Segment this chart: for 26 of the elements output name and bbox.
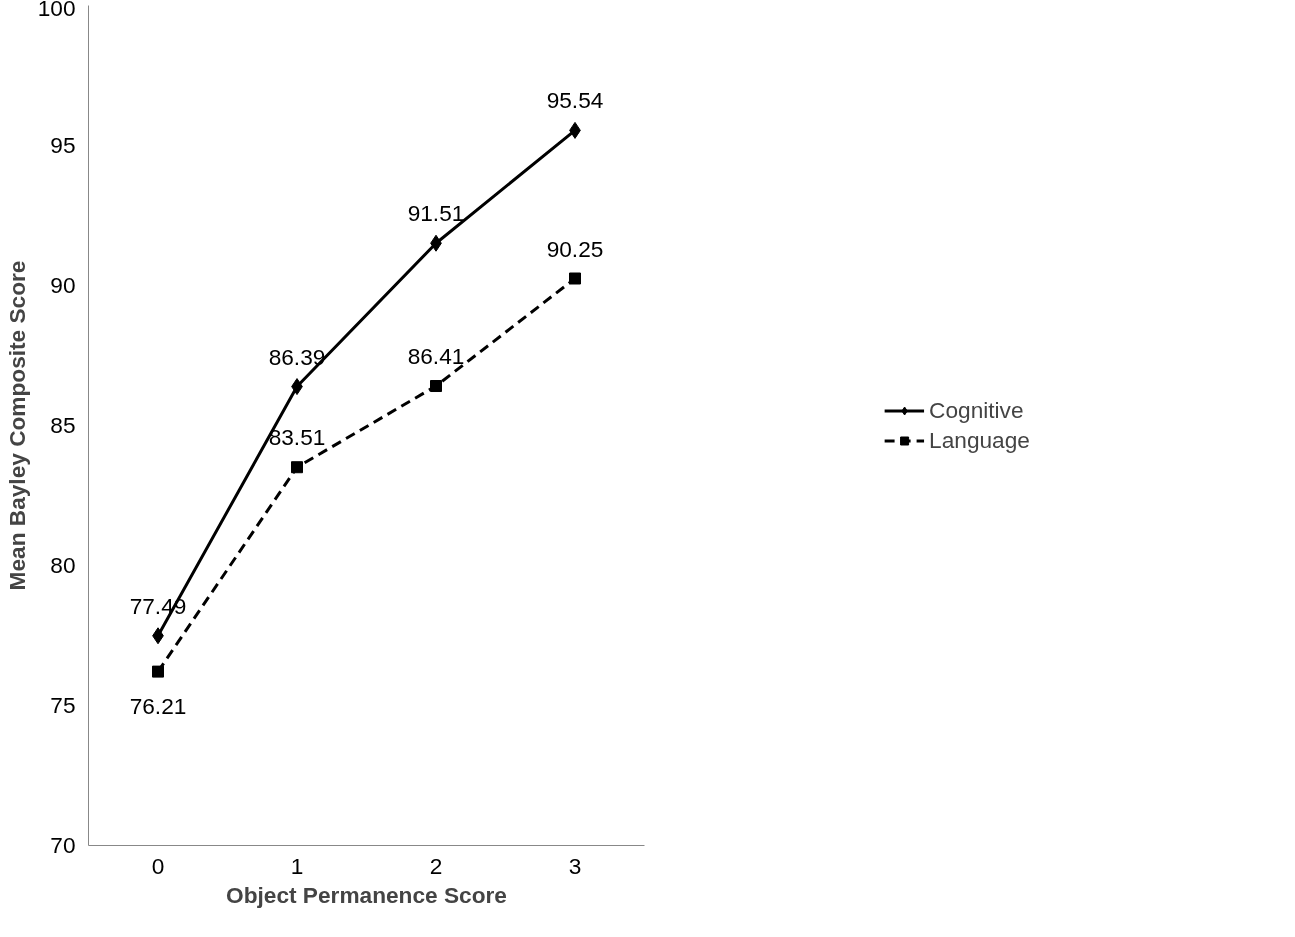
y-tick-label: 95 <box>50 132 76 158</box>
y-tick-label: 80 <box>50 552 76 578</box>
data-label: 90.25 <box>546 235 604 262</box>
data-label: 83.51 <box>268 424 326 451</box>
y-tick-label: 70 <box>50 832 76 858</box>
legend-label: Cognitive <box>929 396 1024 424</box>
legend-label: Language <box>929 426 1030 454</box>
x-axis-title: Object Permanence Score <box>226 881 507 908</box>
point <box>569 272 581 285</box>
y-tick-label: 75 <box>50 692 76 718</box>
data-label: 91.51 <box>407 200 465 227</box>
data-label: 76.21 <box>129 692 187 719</box>
x-tick-label: 0 <box>151 852 165 879</box>
y-tick-label: 100 <box>37 0 76 21</box>
data-label: 86.41 <box>407 343 465 370</box>
x-tick-label: 1 <box>290 852 304 879</box>
data-label: 95.54 <box>546 87 604 114</box>
x-tick-label: 2 <box>429 852 443 879</box>
point <box>152 665 164 678</box>
point <box>430 380 442 393</box>
y-tick-label: 90 <box>50 272 76 298</box>
point <box>291 461 303 474</box>
y-axis-title: Mean Bayley Composite Score <box>3 260 30 591</box>
y-tick-label: 85 <box>50 412 76 438</box>
x-tick-label: 3 <box>568 852 582 879</box>
data-label: 86.39 <box>268 343 326 370</box>
